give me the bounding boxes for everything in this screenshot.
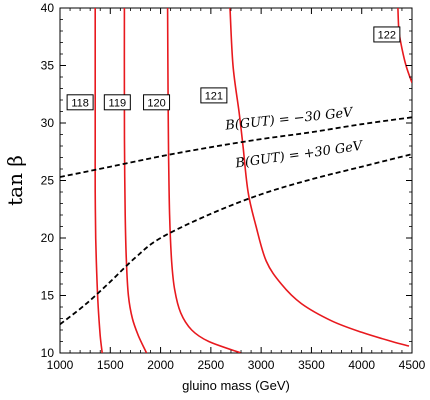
contour-label-box-121 <box>200 87 228 104</box>
contour-label-box-122 <box>373 26 401 43</box>
contour-line-118 <box>94 8 103 353</box>
y-tick-label: 15 <box>41 289 55 303</box>
b-gut-curves <box>60 116 412 326</box>
x-tick-label: 4000 <box>348 358 375 372</box>
x-tick-label: 2500 <box>198 358 225 372</box>
contour-label-box-118 <box>66 94 94 111</box>
b-gut-plus30-annotation: B(GUT) = +30 GeV <box>234 139 365 172</box>
b-gut-minus30-annotation: B(GUT) = −30 GeV <box>224 105 355 134</box>
contour-label-box-120 <box>143 94 171 111</box>
contour-labels: 118 119 120 121 122 <box>66 26 401 111</box>
x-tick-label: 1500 <box>97 358 124 372</box>
b-gut-plus30-curve <box>60 153 412 326</box>
higgs-mass-contours <box>94 8 412 353</box>
curve-annotations: B(GUT) = −30 GeV B(GUT) = +30 GeV <box>224 105 365 171</box>
contour-label-120: 120 <box>147 97 165 109</box>
y-axis-title: tan β <box>3 155 27 206</box>
contour-label-119: 119 <box>109 97 127 109</box>
contour-line-121 <box>229 8 410 347</box>
y-tick-label: 30 <box>41 116 55 130</box>
axis-ticks: 1000 1500 2000 2500 3000 3500 4000 4500 10 15 20 25… <box>41 1 426 372</box>
x-tick-label: 2000 <box>147 358 174 372</box>
x-tick-label: 1000 <box>47 358 74 372</box>
contour-label-box-119 <box>103 94 131 111</box>
contour-label-122: 122 <box>378 29 396 41</box>
x-axis-title: gluino mass (GeV) <box>182 378 290 393</box>
contour-label-118: 118 <box>71 97 89 109</box>
y-tick-label: 10 <box>41 346 55 360</box>
y-tick-label: 35 <box>41 59 55 73</box>
y-tick-label: 20 <box>41 231 55 245</box>
x-tick-label: 3500 <box>298 358 325 372</box>
y-tick-label: 25 <box>41 174 55 188</box>
y-tick-label: 40 <box>41 1 55 15</box>
contour-line-122 <box>397 8 412 84</box>
x-tick-label: 4500 <box>399 358 426 372</box>
contour-label-121: 121 <box>205 90 223 102</box>
x-tick-label: 3000 <box>248 358 275 372</box>
contour-line-119 <box>123 8 148 353</box>
plot-frame <box>59 7 413 354</box>
contour-line-120 <box>166 8 242 353</box>
b-gut-minus30-curve <box>60 116 412 178</box>
